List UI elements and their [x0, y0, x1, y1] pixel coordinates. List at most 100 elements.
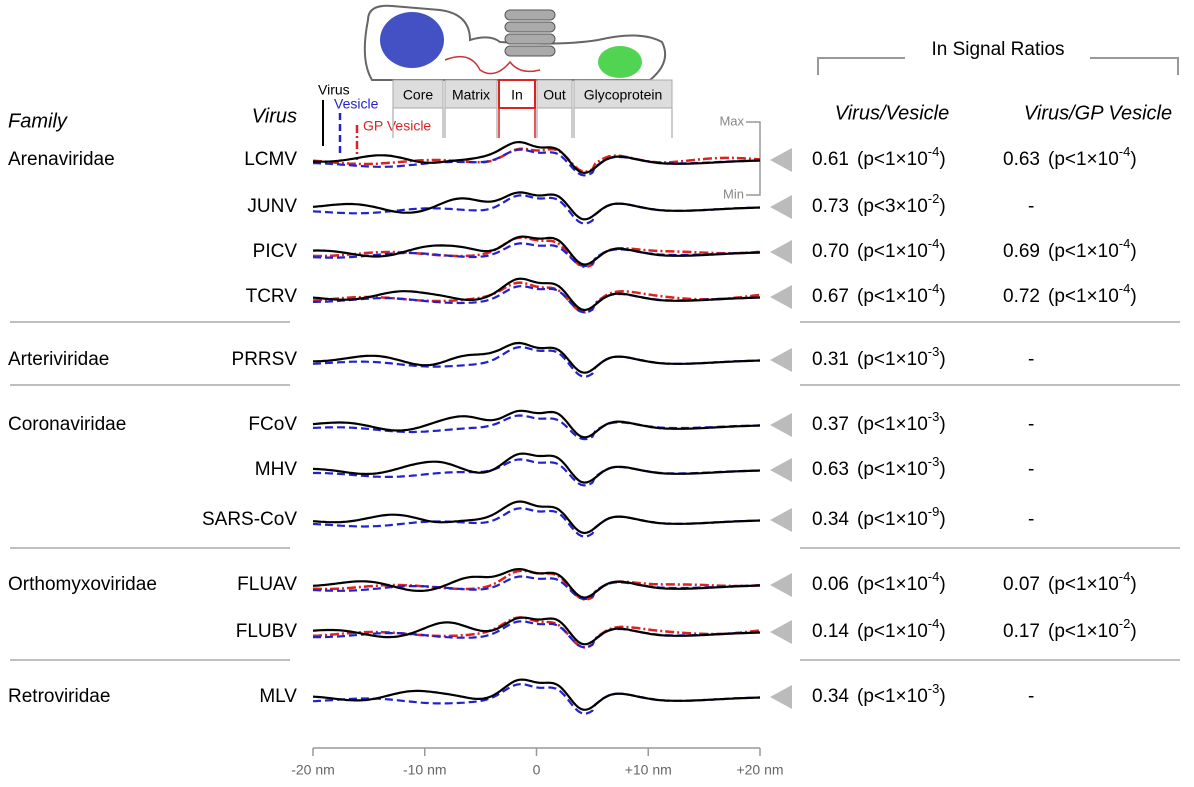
legend-virus: Virus: [318, 82, 350, 98]
region-label: Glycoprotein: [584, 87, 663, 103]
region-label: Matrix: [452, 87, 490, 103]
ratio: 0.69: [1003, 241, 1040, 262]
p-end: ): [1130, 286, 1136, 307]
p-end: ): [1130, 621, 1136, 642]
x-tick-label: +20 nm: [736, 762, 783, 778]
p-end: ): [939, 509, 945, 530]
p-text: (p<1×10: [857, 459, 928, 480]
x-tick-label: -20 nm: [291, 762, 335, 778]
region-label: Out: [543, 87, 566, 103]
p-exp: -4: [928, 144, 940, 159]
vesicle-profile: [313, 620, 761, 649]
p-end: ): [939, 459, 945, 480]
virus-profile: [312, 409, 761, 439]
gp-vesicle-profile: [312, 147, 761, 173]
p-exp: -4: [928, 281, 940, 296]
region-box: [573, 79, 673, 109]
ratio: -: [1028, 414, 1034, 435]
region-box: [392, 79, 444, 109]
p-end: ): [939, 574, 945, 595]
ratio: 0.34: [812, 686, 849, 707]
p-text: (p<3×10: [857, 196, 928, 217]
virus-label: FCoV: [248, 414, 297, 435]
p-text: (p<1×10: [857, 509, 928, 530]
ratio: -: [1028, 686, 1034, 707]
p-value: (p<1×10-4): [857, 569, 946, 595]
ratio: 0.17: [1003, 621, 1040, 642]
virus-profile: [312, 678, 761, 711]
p-exp: -4: [928, 236, 940, 251]
virus-label: PICV: [253, 241, 298, 262]
region-box: [444, 79, 498, 109]
virus-profile: [312, 452, 761, 484]
ratios-title: In Signal Ratios: [931, 39, 1064, 60]
family-label: Retroviridae: [8, 686, 110, 707]
virus-profile: [312, 500, 761, 535]
p-end: ): [939, 286, 945, 307]
legend-vesicle: Vesicle: [334, 96, 379, 112]
p-exp: -4: [1119, 281, 1131, 296]
ratio: 0.34: [812, 509, 849, 530]
p-exp: -2: [928, 191, 940, 206]
legend-gp-vesicle: GP Vesicle: [363, 118, 431, 134]
virus-profile: [312, 235, 761, 266]
row-marker: [770, 685, 792, 709]
ratio: 0.72: [1003, 286, 1040, 307]
p-text: (p<1×10: [1048, 286, 1119, 307]
p-end: ): [939, 621, 945, 642]
ratio: 0.73: [812, 196, 849, 217]
virus-label: TCRV: [246, 286, 298, 307]
p-exp: -2: [1119, 616, 1131, 631]
p-text: (p<1×10: [857, 686, 928, 707]
p-end: ): [1130, 241, 1136, 262]
region-box: [498, 79, 536, 109]
virus-label: FLUAV: [237, 574, 297, 595]
row-marker: [770, 508, 792, 532]
vesicle-profile: [312, 507, 761, 538]
x-tick-label: -10 nm: [403, 762, 447, 778]
p-end: ): [939, 196, 945, 217]
p-value: (p<1×10-4): [1048, 569, 1137, 595]
family-label: Orthomyxoviridae: [8, 574, 157, 595]
family-label: Arenaviridae: [8, 149, 115, 170]
vesicle-profile: [312, 683, 761, 715]
ratio: 0.06: [812, 574, 849, 595]
virus-label: MLV: [259, 686, 297, 707]
p-exp: -9: [928, 504, 940, 519]
gp-vesicle-profile: [312, 236, 761, 269]
p-text: (p<1×10: [857, 149, 928, 170]
p-exp: -4: [928, 569, 940, 584]
rows: Arenaviridae LCMV 0.61 (p<1×10-4) 0.63 (p<1×1…: [8, 140, 1137, 715]
region-label: Core: [403, 87, 434, 103]
p-text: (p<1×10: [1048, 241, 1119, 262]
p-value: (p<1×10-3): [857, 454, 946, 480]
region-box: [536, 79, 573, 109]
ratio: 0.63: [1003, 149, 1040, 170]
ratio: 0.67: [812, 286, 849, 307]
p-text: (p<1×10: [857, 286, 928, 307]
family-label: Arteriviridae: [8, 349, 109, 370]
region-label: In: [511, 87, 523, 103]
p-value: (p<1×10-4): [857, 281, 946, 307]
cartoon: [363, 4, 666, 81]
scale-max: Max: [719, 113, 744, 128]
row-marker: [770, 240, 792, 264]
ratio: -: [1028, 509, 1034, 530]
row-marker: [770, 148, 792, 172]
virus-profile: [312, 140, 761, 175]
ratio: -: [1028, 349, 1034, 370]
p-value: (p<1×10-9): [857, 504, 946, 530]
p-value: (p<1×10-3): [857, 409, 946, 435]
ratio: 0.07: [1003, 574, 1040, 595]
virus-profile: [312, 616, 761, 646]
p-value: (p<1×10-4): [1048, 281, 1137, 307]
row-marker: [770, 195, 792, 219]
p-value: (p<1×10-4): [857, 616, 946, 642]
p-value: (p<1×10-4): [857, 236, 946, 262]
vesicle-profile: [313, 285, 761, 314]
p-exp: -3: [928, 681, 940, 696]
vesicle-profile: [312, 345, 761, 378]
p-end: ): [939, 349, 945, 370]
row-marker: [770, 620, 792, 644]
virus-label: SARS-CoV: [202, 509, 297, 530]
